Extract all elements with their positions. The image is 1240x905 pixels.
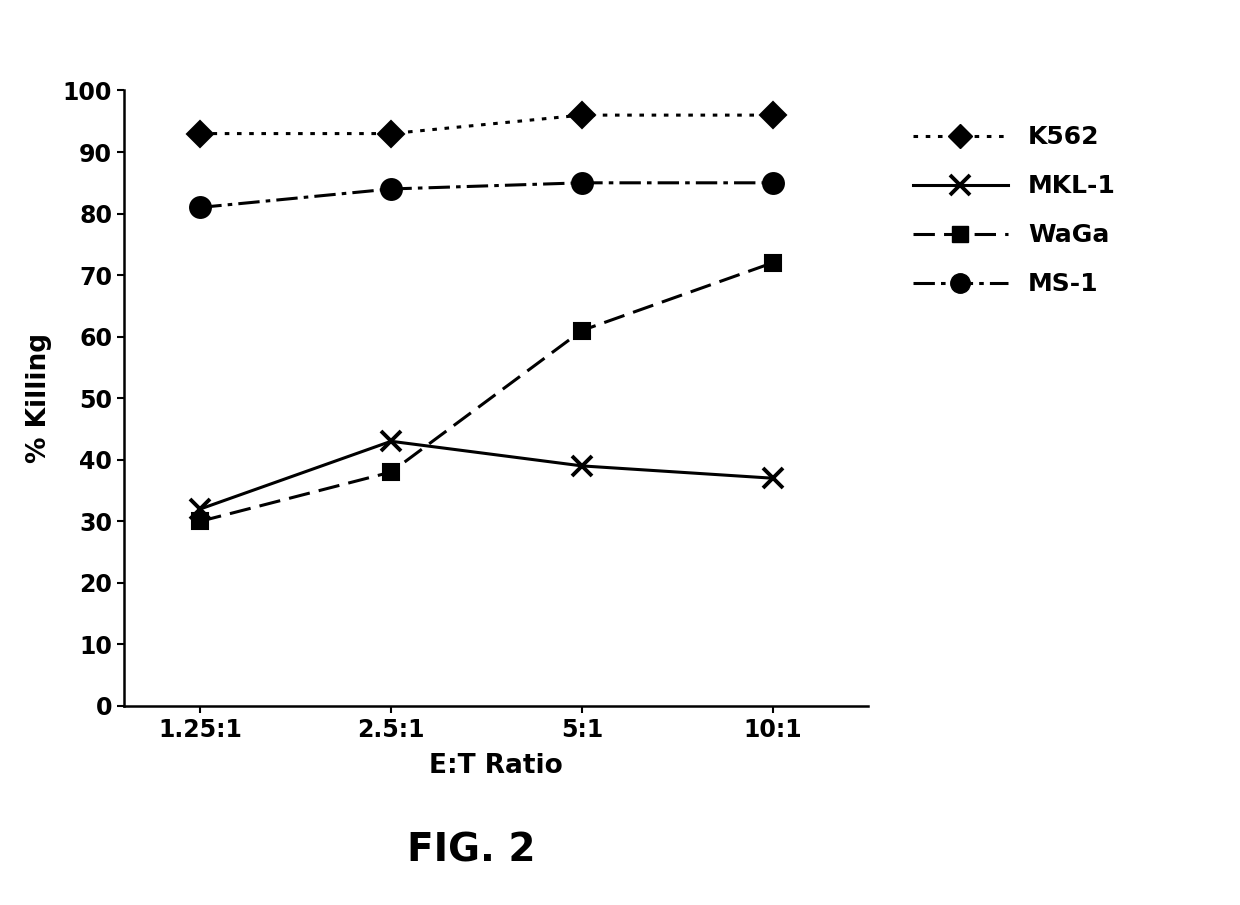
WaGa [574, 325, 589, 336]
WaGa [383, 467, 398, 478]
Y-axis label: % Killing: % Killing [26, 333, 52, 463]
K562 [574, 110, 589, 120]
MS-1 [193, 202, 208, 213]
X-axis label: E:T Ratio: E:T Ratio [429, 753, 563, 779]
K562 [383, 129, 398, 139]
WaGa [765, 257, 780, 268]
K562 [765, 110, 780, 120]
Line: MKL-1: MKL-1 [190, 431, 782, 519]
Line: K562: K562 [191, 106, 781, 143]
Text: FIG. 2: FIG. 2 [407, 832, 536, 870]
MS-1 [383, 184, 398, 195]
Line: WaGa: WaGa [192, 254, 781, 529]
MKL-1 [193, 503, 208, 514]
MS-1 [574, 177, 589, 188]
MS-1 [765, 177, 780, 188]
Line: MS-1: MS-1 [190, 172, 782, 218]
MKL-1 [574, 461, 589, 472]
Legend: K562, MKL-1, WaGa, MS-1: K562, MKL-1, WaGa, MS-1 [903, 115, 1126, 306]
MKL-1 [383, 436, 398, 447]
MKL-1 [765, 472, 780, 483]
WaGa [193, 516, 208, 527]
K562 [193, 129, 208, 139]
